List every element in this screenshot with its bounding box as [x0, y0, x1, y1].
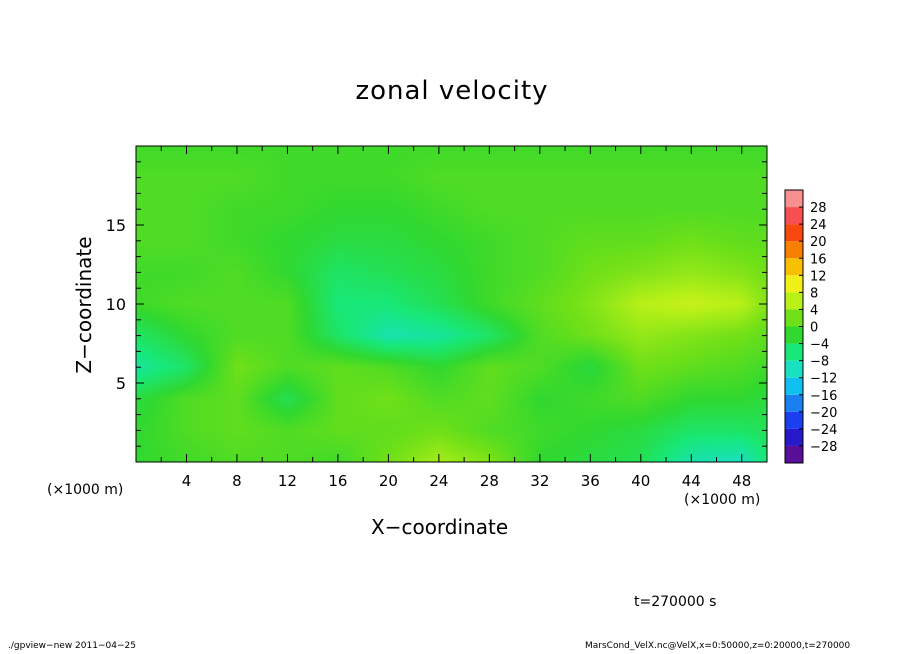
x-tick-label: 36	[581, 472, 600, 490]
x-tick-label: 32	[530, 472, 549, 490]
x-tick-label: 24	[429, 472, 448, 490]
colorbar-swatch	[785, 377, 803, 395]
x-tick-label: 48	[732, 472, 751, 490]
colorbar-swatch	[785, 241, 803, 259]
colorbar-swatch	[785, 309, 803, 327]
colorbar-swatch	[785, 411, 803, 429]
y-tick-label: 15	[106, 216, 126, 235]
y-axis-label: Z−coordinate	[72, 236, 96, 374]
y-tick-label: 10	[106, 295, 126, 314]
colorbar-label: −8	[810, 355, 829, 370]
x-axis-label: X−coordinate	[371, 515, 509, 539]
colorbar-label: 8	[810, 286, 818, 301]
colorbar-label: 12	[810, 269, 827, 284]
footer-program-info: ./gpview−new 2011−04−25	[8, 641, 136, 651]
x-tick-label: 20	[379, 472, 398, 490]
colorbar-swatch	[785, 258, 803, 276]
x-unit-label-right: (×1000 m)	[684, 492, 761, 508]
colorbar-label: 24	[810, 218, 827, 233]
colorbar-swatch	[785, 394, 803, 412]
colorbar-label: 16	[810, 252, 827, 267]
colorbar-label: −4	[810, 338, 829, 353]
y-tick-label: 5	[116, 374, 126, 393]
footer-data-source: MarsCond_VelX.nc@VelX,x=0:50000,z=0:2000…	[585, 641, 851, 651]
colorbar-swatch	[785, 224, 803, 242]
x-tick-label: 40	[631, 472, 650, 490]
colorbar: 28 24 20 16 12 8 4 0 −4 −8 −12 −16 −20 −24 −28	[784, 189, 837, 464]
colorbar-swatch	[785, 275, 803, 293]
x-tick-label: 12	[278, 472, 297, 490]
colorbar-label: −20	[810, 406, 837, 421]
colorbar-swatch	[785, 326, 803, 344]
colorbar-swatch	[785, 207, 803, 225]
colorbar-swatch	[785, 445, 803, 463]
colorbar-label: 28	[810, 201, 827, 216]
colorbar-swatch	[785, 343, 803, 361]
colorbar-label: −24	[810, 423, 837, 438]
x-axis: 4 8 12 16 20 24 28 32 36 40 44 48	[160, 146, 751, 490]
y-axis: 5 10 15	[106, 161, 767, 447]
x-tick-label: 44	[682, 472, 701, 490]
colorbar-label: −12	[810, 372, 837, 387]
colorbar-swatch	[785, 190, 803, 208]
chart-title: zonal velocity	[355, 76, 549, 106]
colorbar-label: 4	[810, 303, 818, 318]
x-unit-label-left: (×1000 m)	[47, 482, 124, 498]
colorbar-swatch	[785, 292, 803, 310]
colorbar-label: 0	[810, 321, 818, 336]
x-tick-label: 4	[182, 472, 192, 490]
colorbar-swatch	[785, 360, 803, 378]
x-tick-label: 28	[480, 472, 499, 490]
x-tick-label: 8	[232, 472, 242, 490]
time-annotation: t=270000 s	[634, 594, 717, 610]
heatmap-field	[136, 146, 767, 462]
colorbar-swatch	[785, 428, 803, 446]
x-tick-label: 16	[328, 472, 347, 490]
colorbar-label: −28	[810, 440, 837, 455]
colorbar-label: 20	[810, 235, 827, 250]
colorbar-label: −16	[810, 389, 837, 404]
